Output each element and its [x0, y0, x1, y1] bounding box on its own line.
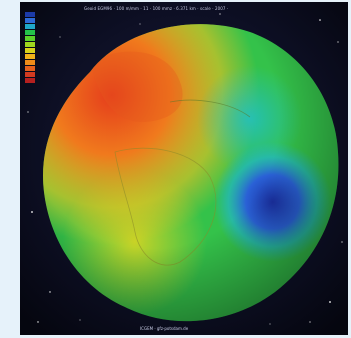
- legend-swatch: [25, 36, 35, 41]
- geoid-globe-graphic: [20, 2, 348, 335]
- color-scale-legend: [25, 12, 35, 84]
- legend-swatch: [25, 78, 35, 83]
- legend-swatch: [25, 30, 35, 35]
- legend-swatch: [25, 72, 35, 77]
- legend-swatch: [25, 54, 35, 59]
- legend-swatch: [25, 18, 35, 23]
- legend-swatch: [25, 66, 35, 71]
- legend-swatch: [25, 24, 35, 29]
- image-header-text: Geoid EGM96 · 100 m/mm · 11 · 100 mmz · …: [84, 6, 229, 11]
- image-credit-text: ICGEM · gfz-potsdam.de: [140, 326, 189, 331]
- legend-swatch: [25, 42, 35, 47]
- legend-swatch: [25, 12, 35, 17]
- geoid-image-frame: Geoid EGM96 · 100 m/mm · 11 · 100 mmz · …: [20, 2, 348, 335]
- legend-swatch: [25, 48, 35, 53]
- legend-swatch: [25, 60, 35, 65]
